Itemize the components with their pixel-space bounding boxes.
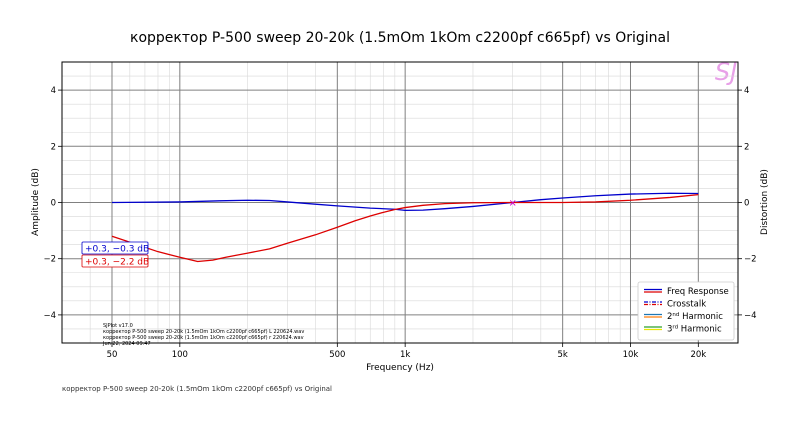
y-tick-label-left: 4 [51,86,56,96]
info-line-4: Jun 22, 2024 09:47 [102,341,151,347]
legend-2nd-sup: nd [672,312,679,318]
annotation-box-blue [81,241,149,255]
footer-caption: корректор P-500 sweep 20-20k (1.5mOm 1kO… [62,385,332,393]
annotation-red: +0.3, −2.2 dB [81,254,149,268]
x-tick-label: 10k [623,350,639,360]
marker-layer: × [508,198,516,209]
info-line-2: корректор P-500 sweep 20-20k (1.5mOm 1kO… [103,329,304,335]
legend-label-freq-response: Freq Response [667,287,729,297]
x-tick-label: 20k [690,350,706,360]
legend-label-crosstalk: Crosstalk [667,300,706,310]
x-tick-label: 500 [329,350,345,360]
y-tick-label-right: 2 [744,142,749,152]
y-axis-label-left: Amplitude (dB) [31,168,41,236]
y-axis-label-right: Distortion (dB) [760,169,770,235]
annotation-text-red: +0.3, −2.2 dB [85,258,149,268]
legend-3rd-rest: Harmonic [678,325,722,335]
annotation-blue: +0.3, −0.3 dB [81,241,149,255]
x-tick-label: 100 [172,350,188,360]
legend-label-2nd-harmonic: 2nd Harmonic [667,312,723,322]
watermark: SJ [715,58,737,86]
y-tick-label-left: −2 [43,255,56,265]
info-line-3: корректор P-500 sweep 20-20k (1.5mOm 1kO… [103,335,304,341]
y-tick-label-right: −4 [744,311,757,321]
y-tick-label-left: 2 [51,142,56,152]
series-line-1 [111,192,699,212]
legend-box [637,281,735,341]
x-axis-label: Frequency (Hz) [366,363,434,373]
annotation-box-red [81,254,149,268]
ticks-layer: 50 100 500 1k 5k 10k 20k −4 −4 −2 −2 0 0 2 2 4 4 [43,86,756,360]
y-tick-label-right: 0 [744,199,749,209]
legend-3rd-sup: rd [672,325,678,331]
series-line-2 [111,193,699,263]
legend-2nd-rest: Harmonic [679,312,723,322]
cross-marker: × [508,198,516,209]
chart-title: корректор P-500 sweep 20-20k (1.5mOm 1kO… [130,30,670,46]
y-tick-label-left: −4 [43,311,56,321]
y-tick-label-left: 0 [51,199,56,209]
series-layer [111,192,699,263]
info-line-1: SJPlot v17.0 [103,323,133,329]
info-block: SJPlot v17.0 корректор P-500 sweep 20-20… [102,323,304,347]
annotation-text-blue: +0.3, −0.3 dB [85,245,149,255]
x-tick-label: 50 [107,350,118,360]
legend-label-3rd-harmonic: 3rd Harmonic [667,325,722,335]
legend-3rd-num: 3 [667,325,672,335]
major-grid [62,62,738,343]
x-tick-label: 5k [557,350,567,360]
legend-2nd-num: 2 [667,312,672,322]
y-tick-label-right: −2 [744,255,757,265]
legend: Freq Response Crosstalk 2nd Harmonic 3rd… [637,281,735,341]
y-tick-label-right: 4 [744,86,749,96]
x-tick-label: 1k [400,350,410,360]
